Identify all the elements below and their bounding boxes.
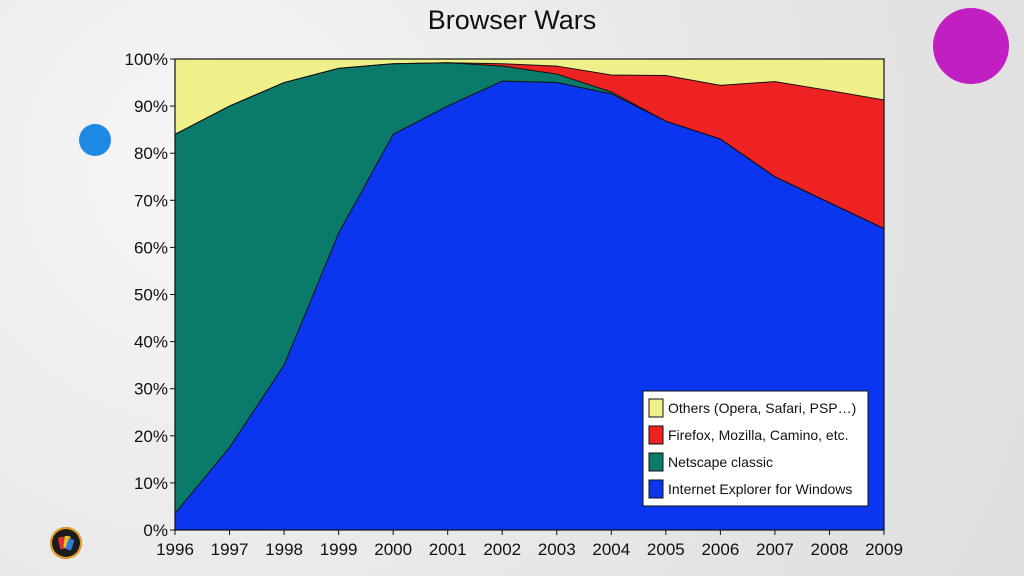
area-others-opera-safari-psp bbox=[175, 59, 884, 135]
y-tick-label: 50% bbox=[134, 286, 168, 305]
x-tick-label: 2008 bbox=[811, 540, 849, 559]
legend-label: Others (Opera, Safari, PSP…) bbox=[668, 400, 856, 416]
area-netscape-classic bbox=[175, 62, 884, 514]
legend-swatch bbox=[648, 425, 664, 445]
x-tick-label: 2003 bbox=[538, 540, 576, 559]
y-axis: 0% 10% 20% 30% 40% 50% 60% 70% 80% 90% 100% bbox=[125, 50, 175, 540]
decorative-dot-blue bbox=[79, 124, 111, 156]
legend-label: Netscape classic bbox=[668, 454, 773, 470]
y-tick-label: 60% bbox=[134, 238, 168, 257]
y-tick-label: 30% bbox=[134, 380, 168, 399]
legend-label: Firefox, Mozilla, Camino, etc. bbox=[668, 427, 849, 443]
legend-label: Internet Explorer for Windows bbox=[668, 481, 852, 497]
y-tick-label: 0% bbox=[143, 521, 168, 540]
boundary-lines bbox=[174, 62, 885, 514]
decorative-dot-magenta bbox=[933, 8, 1009, 84]
legend-box bbox=[642, 390, 869, 507]
chart-title: Browser Wars bbox=[427, 5, 597, 35]
legend: Others (Opera, Safari, PSP…) Firefox, Moz… bbox=[642, 390, 869, 507]
legend-swatch bbox=[648, 479, 664, 499]
x-tick-label: 1997 bbox=[211, 540, 249, 559]
y-tick-label: 40% bbox=[134, 333, 168, 352]
x-tick-label: 1999 bbox=[320, 540, 358, 559]
x-tick-label: 2002 bbox=[483, 540, 521, 559]
x-tick-label: 2009 bbox=[865, 540, 903, 559]
x-tick-label: 2000 bbox=[374, 540, 412, 559]
x-axis: 1996 1997 1998 1999 2000 2001 2002 2003 2004 2005… bbox=[156, 530, 903, 559]
y-tick-label: 20% bbox=[134, 427, 168, 446]
y-tick-label: 90% bbox=[134, 97, 168, 116]
y-tick-label: 10% bbox=[134, 474, 168, 493]
y-tick-label: 70% bbox=[134, 191, 168, 210]
x-tick-label: 2007 bbox=[756, 540, 794, 559]
y-tick-label: 80% bbox=[134, 144, 168, 163]
x-tick-label: 1996 bbox=[156, 540, 194, 559]
x-tick-label: 2006 bbox=[701, 540, 739, 559]
legend-swatch bbox=[648, 452, 664, 472]
legend-swatch bbox=[648, 398, 664, 418]
app-logo-icon bbox=[50, 527, 82, 559]
boundary-firefox-mozilla-camino-etc bbox=[174, 62, 885, 135]
x-tick-label: 2001 bbox=[429, 540, 467, 559]
x-tick-label: 1998 bbox=[265, 540, 303, 559]
area-firefox-mozilla-camino-etc bbox=[175, 62, 884, 229]
y-tick-label: 100% bbox=[125, 50, 168, 69]
x-tick-label: 2005 bbox=[647, 540, 685, 559]
x-tick-label: 2004 bbox=[592, 540, 630, 559]
